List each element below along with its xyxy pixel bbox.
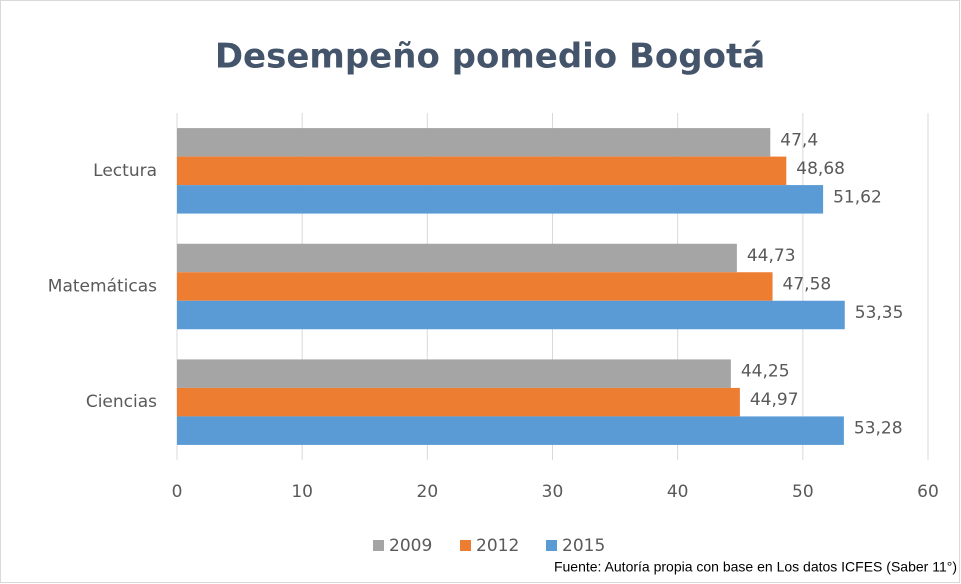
x-tick-label: 0 xyxy=(172,482,183,502)
data-label: 51,62 xyxy=(833,187,882,207)
data-label: 53,28 xyxy=(854,419,903,439)
bar xyxy=(177,300,845,330)
legend-label: 2012 xyxy=(476,536,519,556)
bar xyxy=(177,416,844,445)
data-label: 47,58 xyxy=(783,275,832,295)
bar xyxy=(177,243,737,273)
data-label: 44,97 xyxy=(750,390,799,410)
x-tick-label: 60 xyxy=(917,482,939,502)
x-tick-label: 10 xyxy=(291,482,313,502)
bar xyxy=(177,185,824,214)
y-tick-label: Lectura xyxy=(93,161,157,181)
y-tick-label: Matemáticas xyxy=(48,277,157,297)
legend-swatch xyxy=(373,540,384,551)
data-label: 53,35 xyxy=(855,303,904,323)
data-label: 44,73 xyxy=(747,246,796,266)
bar xyxy=(177,359,731,388)
legend-label: 2015 xyxy=(562,536,605,556)
bar xyxy=(177,128,771,157)
x-tick-label: 50 xyxy=(792,482,814,502)
data-label: 48,68 xyxy=(796,159,845,179)
y-tick-label: Ciencias xyxy=(86,392,157,412)
legend-swatch xyxy=(460,540,471,551)
chart-title: Desempeño pomedio Bogotá xyxy=(215,37,765,77)
legend-swatch xyxy=(546,540,557,551)
source-note: Fuente: Autoría propia con base en Los d… xyxy=(554,559,957,575)
legend-label: 2009 xyxy=(389,536,432,556)
x-tick-label: 30 xyxy=(542,482,564,502)
x-tick-label: 20 xyxy=(417,482,439,502)
data-label: 47,4 xyxy=(780,130,818,150)
bar xyxy=(177,272,773,301)
bar xyxy=(177,156,787,186)
x-tick-label: 40 xyxy=(667,482,689,502)
data-label: 44,25 xyxy=(741,362,790,382)
bar xyxy=(177,387,740,417)
